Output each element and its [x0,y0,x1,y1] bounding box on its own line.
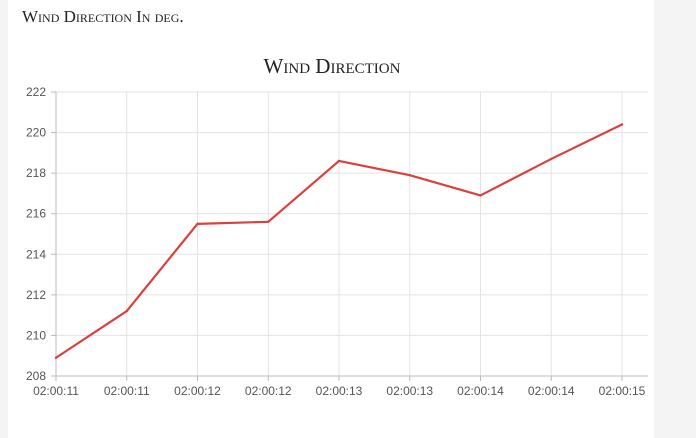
x-tick-label: 02:00:11 [33,384,79,398]
x-tick-label: 02:00:14 [528,384,575,398]
panel-label: Wind Direction In deg. [22,7,184,26]
data-point [620,123,624,126]
data-point [337,159,341,163]
data-point [54,356,58,359]
y-tick-label: 220 [26,126,46,140]
data-point [125,309,128,313]
x-tick-label: 02:00:12 [245,384,292,398]
x-tick-label: 02:00:13 [316,384,363,398]
data-point [408,173,411,177]
x-tick-label: 02:00:14 [457,384,504,398]
data-point [550,157,553,161]
y-tick-label: 208 [26,369,46,383]
x-tick-label: 02:00:11 [104,384,150,398]
y-tick-label: 210 [26,328,46,342]
data-point [479,194,482,197]
widget-panel [8,0,654,438]
chart-title: Wind Direction [263,54,401,78]
x-tick-label: 02:00:13 [386,384,433,398]
y-tick-label: 212 [26,288,46,302]
y-tick-label: 216 [26,207,46,221]
y-tick-label: 222 [26,85,46,99]
y-tick-label: 218 [26,166,46,180]
x-tick-label: 02:00:12 [174,384,221,398]
y-tick-label: 214 [26,247,46,261]
x-tick-label: 02:00:15 [599,384,646,398]
data-point [267,220,270,224]
data-point [196,222,199,226]
